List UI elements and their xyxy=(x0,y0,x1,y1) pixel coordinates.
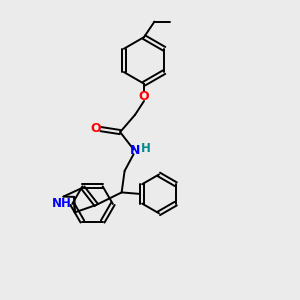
Text: NH: NH xyxy=(52,197,72,210)
Text: N: N xyxy=(130,144,140,158)
Text: O: O xyxy=(90,122,101,135)
Text: O: O xyxy=(139,90,149,103)
Text: H: H xyxy=(141,142,151,155)
